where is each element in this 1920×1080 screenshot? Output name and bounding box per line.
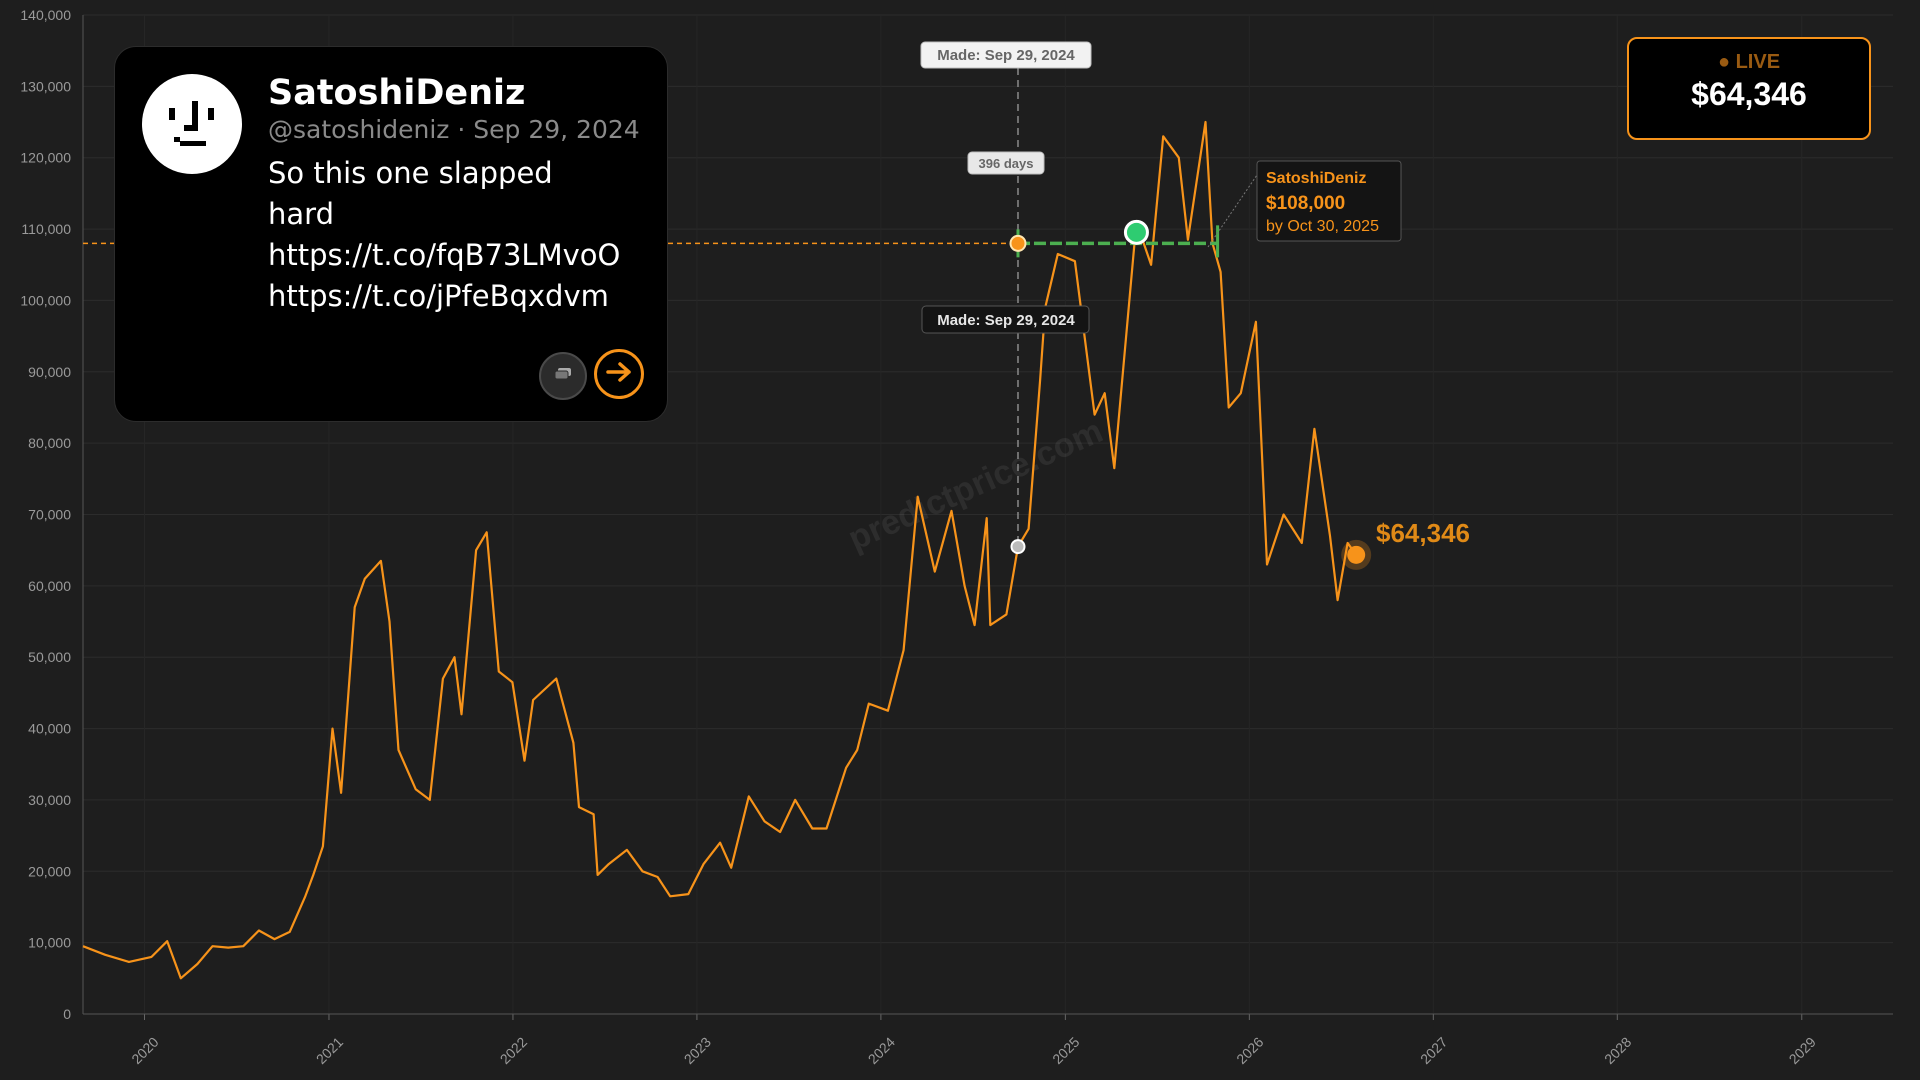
- watermark: predictprice.com: [843, 412, 1109, 558]
- y-tick-label: 10,000: [28, 935, 71, 951]
- x-tick-label: 2027: [1417, 1034, 1450, 1067]
- prediction-made-marker: [1009, 234, 1027, 252]
- avatar: [142, 74, 242, 174]
- target-hit-marker: [1123, 219, 1149, 245]
- x-tick-label: 2020: [128, 1034, 161, 1067]
- price-at-made-marker: [1010, 539, 1026, 555]
- y-tick-label: 130,000: [20, 78, 71, 94]
- days-label: 396 days: [967, 151, 1045, 175]
- chart-axes: 0 10,000 20,000 30,000 40,000 50,000 60,000 70,…: [20, 7, 1893, 1067]
- x-tick-label: 2024: [865, 1034, 898, 1067]
- x-tick-label: 2026: [1233, 1034, 1266, 1067]
- tweet-author-name[interactable]: SatoshiDeniz: [268, 73, 526, 113]
- y-tick-label: 70,000: [28, 507, 71, 523]
- tweet-meta: @satoshideniz · Sep 29, 2024: [268, 115, 640, 144]
- y-tick-label: 100,000: [20, 292, 71, 308]
- y-tick-label: 30,000: [28, 792, 71, 808]
- x-tick-label: 2029: [1786, 1034, 1819, 1067]
- price-series-line: [82, 120, 1358, 980]
- y-tick-label: 40,000: [28, 721, 71, 737]
- live-price-box: ● LIVE $64,346: [1627, 37, 1871, 140]
- x-tick-label: 2021: [313, 1034, 346, 1067]
- svg-text:$108,000: $108,000: [1266, 193, 1345, 214]
- y-tick-label: 110,000: [21, 221, 71, 237]
- made-date-label-top: Made: Sep 29, 2024: [920, 41, 1092, 69]
- tweet-link[interactable]: https://t.co/fqB73LMvoO: [268, 238, 621, 272]
- tweet-card[interactable]: SatoshiDeniz @satoshideniz · Sep 29, 202…: [114, 46, 668, 422]
- made-date-label-mid: Made: Sep 29, 2024: [921, 305, 1090, 334]
- y-tick-label: 0: [63, 1006, 71, 1022]
- tweet-text-line: So this one slapped: [268, 156, 553, 190]
- y-tick-label: 20,000: [28, 863, 71, 879]
- live-price: $64,346: [1691, 76, 1807, 112]
- svg-text:Made: Sep 29, 2024: Made: Sep 29, 2024: [937, 312, 1075, 329]
- tweet-text-line: hard: [268, 197, 334, 231]
- current-price-label: $64,346: [1376, 518, 1470, 548]
- y-tick-label: 50,000: [28, 649, 71, 665]
- current-price-dot: [1347, 545, 1366, 564]
- open-tweet-button[interactable]: [594, 349, 644, 399]
- arrow-right-icon: [605, 361, 633, 388]
- y-tick-label: 60,000: [28, 578, 71, 594]
- svg-text:by Oct 30, 2025: by Oct 30, 2025: [1266, 218, 1379, 235]
- x-tick-label: 2023: [681, 1034, 714, 1067]
- svg-text:SatoshiDeniz: SatoshiDeniz: [1266, 170, 1366, 187]
- live-indicator: ● LIVE: [1717, 51, 1781, 73]
- prediction-callout: SatoshiDeniz $108,000 by Oct 30, 2025: [1207, 160, 1402, 248]
- y-tick-label: 90,000: [28, 364, 71, 380]
- prediction-labels: Made: Sep 29, 2024 396 days Made: Sep 29…: [920, 41, 1470, 548]
- y-tick-label: 140,000: [20, 7, 71, 23]
- tweet-text: So this one slapped hard https://t.co/fq…: [268, 153, 648, 317]
- card-button[interactable]: [539, 352, 587, 400]
- svg-text:396 days: 396 days: [979, 156, 1034, 171]
- x-tick-label: 2025: [1049, 1034, 1082, 1067]
- y-tick-label: 80,000: [28, 435, 71, 451]
- svg-text:Made: Sep 29, 2024: Made: Sep 29, 2024: [937, 47, 1075, 64]
- tweet-link[interactable]: https://t.co/jPfeBqxdvm: [268, 279, 609, 313]
- card-icon: [554, 367, 572, 386]
- x-tick-label: 2022: [497, 1034, 530, 1067]
- y-tick-label: 120,000: [20, 150, 71, 166]
- x-tick-label: 2028: [1601, 1034, 1634, 1067]
